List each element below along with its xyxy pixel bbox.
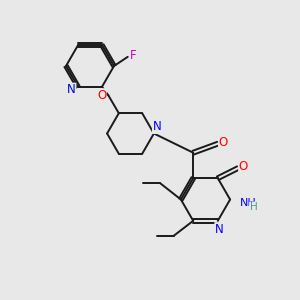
Text: O: O bbox=[219, 136, 228, 149]
Text: O: O bbox=[97, 89, 106, 102]
Text: N: N bbox=[152, 120, 161, 134]
Text: N: N bbox=[67, 83, 76, 96]
Text: F: F bbox=[130, 49, 136, 62]
Text: H: H bbox=[250, 202, 257, 212]
Text: NH: NH bbox=[240, 197, 256, 208]
Text: O: O bbox=[239, 160, 248, 173]
Text: N: N bbox=[215, 223, 224, 236]
